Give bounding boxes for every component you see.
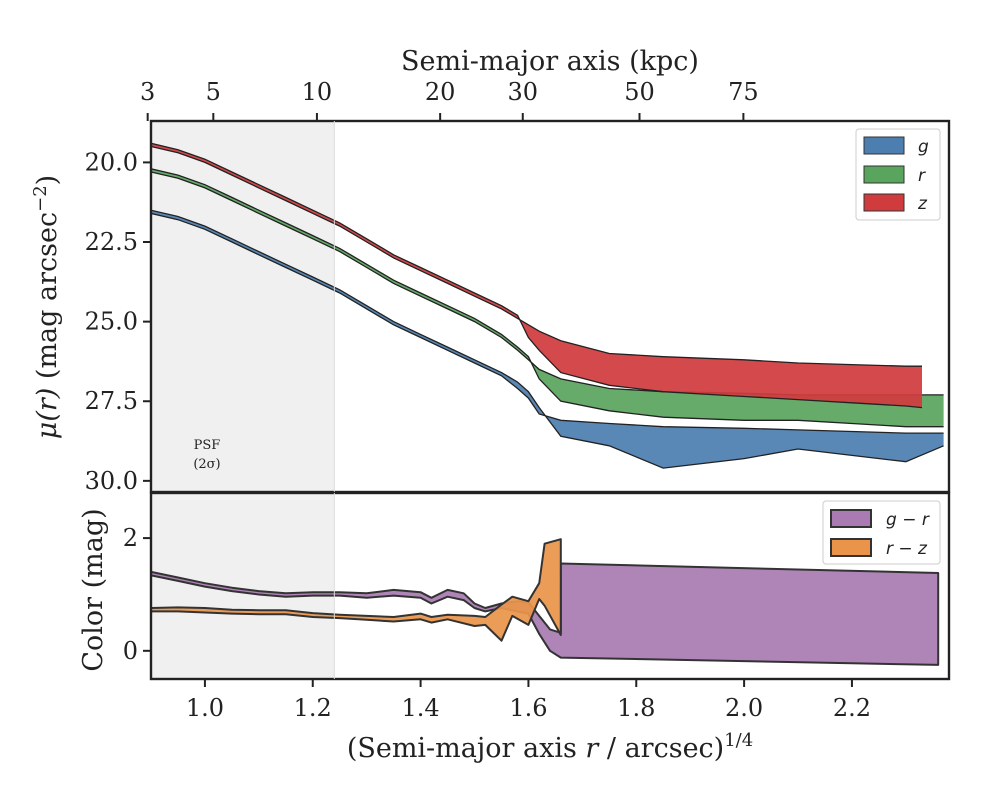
kpc-tick-label: 20 [425,78,456,106]
psf-label-line1: PSF [194,438,221,453]
mu-axis-title-units: (mag arcsec [32,212,63,388]
legend-swatch-r [863,165,905,184]
legend-swatch-g [863,136,905,155]
x-axis-title-exponent: 1/4 [724,730,753,751]
legend-label-g-minus-r: g − r [886,510,930,530]
color-bands [151,538,940,666]
color-tick-label: 2 [123,524,138,552]
x-tick-label: 1.2 [294,694,332,722]
legend-swatch-z [863,193,905,212]
kpc-tick-label: 5 [206,78,221,106]
band-z-lower-edge [151,142,923,409]
legend-label-r-minus-z: r − z [886,539,928,559]
surface-brightness-bands [151,142,944,469]
kpc-tick-label: 50 [624,78,655,106]
bottom-axes-frame [149,491,951,681]
x-tick-label: 2.2 [833,694,871,722]
x-tick-label: 1.4 [402,694,440,722]
color-axis-ticks: 02 [123,524,151,665]
x-tick-label: 2.0 [725,694,763,722]
x-tick-label: 1.8 [617,694,655,722]
x-axis-ticks: 1.0 1.2 1.4 1.6 1.8 2.0 2.2 [186,679,871,722]
x-axis-title-suffix: / arcsec) [598,733,724,764]
mu-axis-title-mu: μ [32,422,63,440]
band-g-lower-edge [151,209,944,469]
legend-label-z: z [917,194,928,214]
legend-swatch-r-minus-z [830,538,872,557]
kpc-tick-label: 30 [507,78,538,106]
legend-swatch-g-minus-r [830,509,872,528]
surface-brightness-legend: g r z [855,128,941,221]
color-band-gr [151,562,940,666]
band-z-upper-edge [151,145,922,367]
psf-label-line2: (2σ) [193,457,220,472]
mu-tick-label: 30.0 [85,467,138,495]
mu-axis-title: μ(r) (mag arcsec−2) [30,175,63,439]
mu-tick-label: 20.0 [85,148,138,176]
mu-tick-label: 25.0 [85,308,138,336]
color-band-rz [151,538,562,642]
color-axis-title: Color (mag) [78,508,109,671]
band-r-lower-edge [151,168,944,428]
color-legend: g − r r − z [822,500,941,565]
mu-axis-title-r: (r) [32,388,63,422]
legend-label-r: r [918,166,926,186]
surface-brightness-panel: 20.0 22.5 25.0 27.5 30.0 3 5 10 20 30 50 75 Semi-m… [30,46,951,495]
kpc-tick-label: 75 [728,78,759,106]
band-z [151,143,922,408]
kpc-axis-title: Semi-major axis (kpc) [401,46,699,77]
x-axis-title-prefix: (Semi-major axis [347,733,586,764]
kpc-tick-label: 3 [140,78,155,106]
color-panel: 02 1.0 1.2 1.4 1.6 1.8 2.0 2.2 Color (mag) (Se… [78,491,951,764]
x-tick-label: 1.0 [186,694,224,722]
x-axis-title-var: r [585,733,600,764]
psf-shaded-region [151,121,335,492]
color-tick-label: 0 [123,637,138,665]
kpc-axis-ticks: 3 5 10 20 30 50 75 [140,78,759,121]
mu-axis-title-close: ) [32,175,63,186]
x-axis-title: (Semi-major axis r / arcsec)1/4 [347,730,753,764]
x-tick-label: 1.6 [509,694,547,722]
kpc-tick-label: 10 [302,78,333,106]
band-g-upper-edge [151,212,944,434]
mu-tick-label: 27.5 [85,387,138,415]
mu-tick-label: 22.5 [85,228,138,256]
mu-axis-title-exponent: −2 [30,185,51,212]
psf-shaded-region-color [151,493,335,679]
mu-axis-ticks: 20.0 22.5 25.0 27.5 30.0 [85,148,151,495]
legend-label-g: g [918,137,929,157]
